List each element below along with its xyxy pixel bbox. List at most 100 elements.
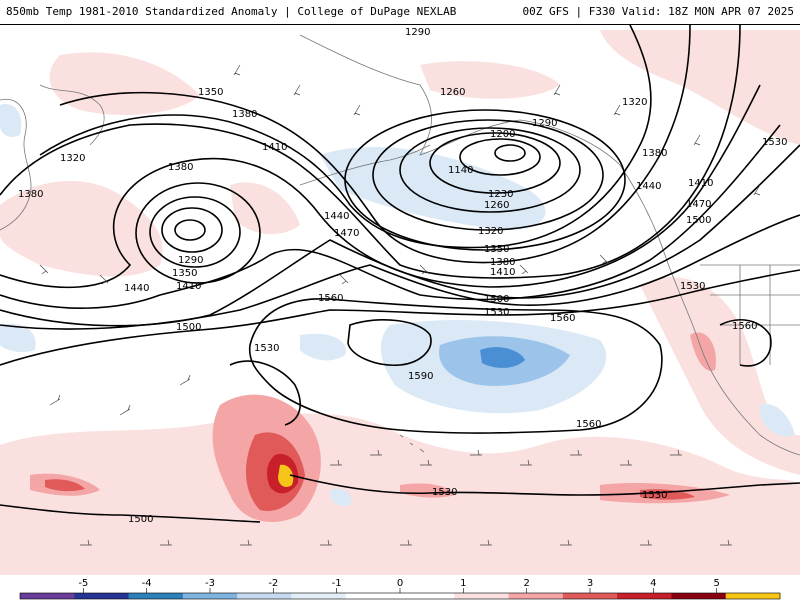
- warm-anomaly-area: [640, 277, 800, 475]
- contour-label-1320: 1320: [478, 226, 503, 237]
- contour-1350: [59, 25, 691, 264]
- contour-label-1410: 1410: [688, 178, 713, 189]
- legend-tick-label: 0: [397, 578, 403, 589]
- anomaly-color-legend: -5 -4 -3 -2 -1 0 1 2 3 4 5: [19, 578, 781, 600]
- legend-tick-label: 2: [523, 578, 529, 589]
- contour-label-1380: 1380: [490, 257, 515, 268]
- contour-low2-1170: [459, 138, 541, 176]
- wind-barbs: [39, 64, 761, 546]
- contour-label-1350: 1350: [172, 268, 197, 279]
- contour-label-1230: 1230: [488, 189, 513, 200]
- legend-color-segment: [725, 593, 781, 599]
- contour-label-1530: 1530: [484, 307, 509, 318]
- warm-anomaly-area: [230, 182, 300, 235]
- warm-anomaly-area: [400, 483, 455, 498]
- contour-label-1530: 1530: [762, 137, 787, 148]
- cold-anomaly-area: [760, 404, 795, 437]
- legend-color-segment: [562, 593, 618, 599]
- cold-anomaly-area: [480, 347, 525, 368]
- warm-anomaly-area: [600, 30, 800, 145]
- contour-1590: [347, 319, 432, 366]
- warm-anomaly-area: [690, 332, 716, 371]
- contour-1500: [0, 214, 800, 330]
- contour-1380: [0, 25, 741, 279]
- map-header: 850mb Temp 1981-2010 Standardized Anomal…: [0, 0, 800, 25]
- contour-label-1320: 1320: [60, 153, 85, 164]
- legend-color-segment: [237, 593, 292, 599]
- wind-barb: [39, 64, 761, 546]
- map-title: 850mb Temp 1981-2010 Standardized Anomal…: [6, 5, 457, 18]
- legend-tick-label: 4: [650, 578, 656, 589]
- contour-low1-1350: [149, 196, 241, 268]
- alaska-coastline: [299, 34, 621, 166]
- legend-tick-label: -4: [142, 578, 152, 589]
- cold-anomaly-area: [0, 323, 36, 353]
- contour-label-1380: 1380: [232, 109, 257, 120]
- contour-label-1470: 1470: [686, 199, 711, 210]
- warm-anomaly-area: [420, 61, 560, 99]
- legend-ticks: -5 -4 -3 -2 -1 0 1 2 3 4 5: [78, 578, 720, 593]
- warm-anomaly-area: [45, 479, 85, 492]
- kamchatka-coastline: [39, 84, 105, 146]
- contour-label-1140: 1140: [448, 165, 473, 176]
- contour-low1-1290: [174, 219, 206, 241]
- contour-1500-south: [0, 504, 261, 523]
- anomaly-shading: [0, 30, 800, 575]
- cold-anomaly-area: [330, 488, 352, 506]
- contour-label-1440: 1440: [324, 211, 349, 222]
- legend-tick-label: -1: [332, 578, 342, 589]
- contour-label-1530: 1530: [642, 490, 667, 501]
- legend-color-segment: [345, 593, 401, 599]
- warm-anomaly-area: [49, 52, 200, 115]
- contour-1320: [39, 25, 652, 249]
- warm-anomaly-area: [278, 464, 294, 488]
- contour-label-1530: 1530: [680, 281, 705, 292]
- contour-label-1500: 1500: [176, 322, 201, 333]
- legend-color-segment: [617, 593, 672, 599]
- contour-1440: [0, 124, 781, 309]
- contour-label-1290: 1290: [532, 118, 557, 129]
- coastlines: [0, 34, 800, 456]
- legend-tick-label: -2: [268, 578, 278, 589]
- contour-1410: [0, 84, 761, 289]
- contour-label-1500: 1500: [128, 514, 153, 525]
- legend-tick-label: 3: [587, 578, 593, 589]
- legend-color-segment: [671, 593, 727, 599]
- legend-color-segment: [182, 593, 238, 599]
- contour-label-1260: 1260: [484, 200, 509, 211]
- cold-anomaly-area: [0, 104, 22, 137]
- aleutian-chain: [299, 144, 431, 186]
- contour-label-1200: 1200: [490, 129, 515, 140]
- contour-label-1410: 1410: [176, 281, 201, 292]
- contour-low1-1380: [135, 182, 261, 284]
- legend-color-segment: [454, 593, 510, 599]
- legend-color-segment: [291, 593, 347, 599]
- legend-color-segment: [74, 593, 130, 599]
- contour-label-1290: 1290: [178, 255, 203, 266]
- warm-anomaly-area: [0, 181, 163, 277]
- legend-tick-label: 1: [460, 578, 466, 589]
- warm-anomaly-area: [0, 413, 800, 575]
- contour-label-1380: 1380: [168, 162, 193, 173]
- contour-low2-1140: [494, 144, 526, 162]
- contour-label-1500: 1500: [484, 294, 509, 305]
- legend-tick-label: 5: [713, 578, 719, 589]
- weather-map: 1290 1350 1380 1320 1380 1380 1410 1260 …: [0, 25, 800, 575]
- contour-1560-east: [719, 319, 772, 367]
- contour-label-1470: 1470: [334, 228, 359, 239]
- hawaii-islands: [399, 434, 425, 453]
- contour-label-1530: 1530: [254, 343, 279, 354]
- legend-color-segment: [128, 593, 184, 599]
- legend-color-segment: [20, 593, 75, 599]
- contour-label-1500: 1500: [686, 215, 711, 226]
- contour-label-1260: 1260: [440, 87, 465, 98]
- asia-coastline: [0, 98, 32, 231]
- contour-label-1560: 1560: [318, 293, 343, 304]
- contour-1530: [0, 269, 800, 366]
- height-contours: [0, 25, 800, 523]
- contour-label-1350: 1350: [484, 244, 509, 255]
- contour-label-1590: 1590: [408, 371, 433, 382]
- contour-label-1410: 1410: [490, 267, 515, 278]
- cold-anomaly-area: [300, 333, 346, 361]
- legend-tick-label: -3: [205, 578, 215, 589]
